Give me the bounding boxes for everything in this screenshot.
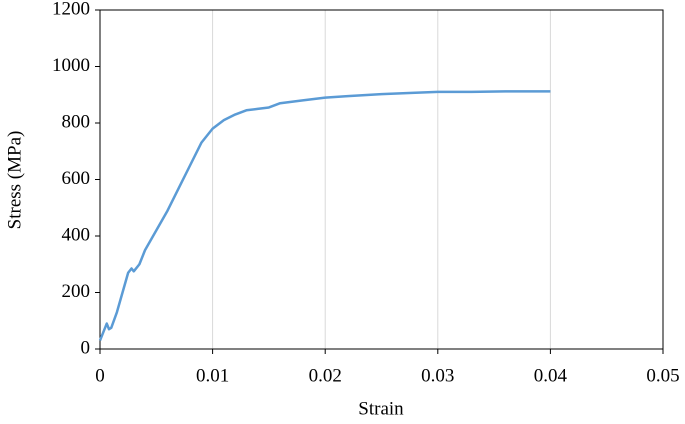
plot-frame	[99, 9, 664, 350]
y-tick-label: 0	[81, 337, 91, 358]
x-axis-label: Strain	[358, 398, 404, 419]
y-tick-label: 600	[62, 168, 91, 189]
y-tick-label: 1000	[52, 55, 90, 76]
data-line	[98, 90, 551, 341]
x-tick-label: 0.01	[196, 365, 229, 386]
x-tick-label: 0.02	[309, 365, 342, 386]
y-tick-label: 1200	[52, 0, 90, 19]
y-tick-label: 200	[62, 281, 91, 302]
y-axis-label: Stress (MPa)	[4, 131, 25, 230]
x-tick-label: 0	[95, 365, 105, 386]
y-tick-label: 400	[62, 224, 91, 245]
x-tick-label: 0.03	[421, 365, 454, 386]
y-tick-label: 800	[62, 111, 91, 132]
x-tick-label: 0.04	[534, 365, 568, 386]
x-tick-label: 0.05	[646, 365, 679, 386]
